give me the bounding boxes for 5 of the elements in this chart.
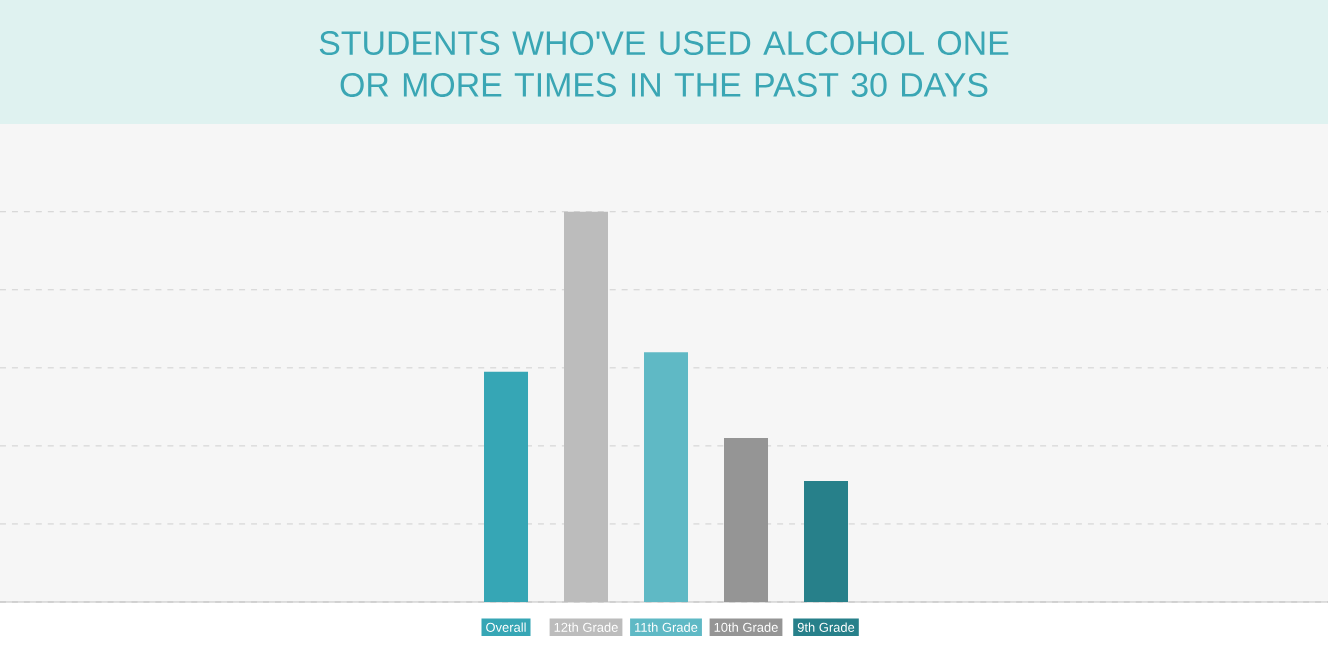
bar xyxy=(804,481,849,602)
bar xyxy=(724,438,769,602)
bar xyxy=(644,352,689,602)
chart-title: STUDENTS WHO'VE USED ALCOHOL ONE OR MORE TIMES IN THE PAST 30 DAYS xyxy=(319,31,1009,97)
bar xyxy=(484,371,529,602)
